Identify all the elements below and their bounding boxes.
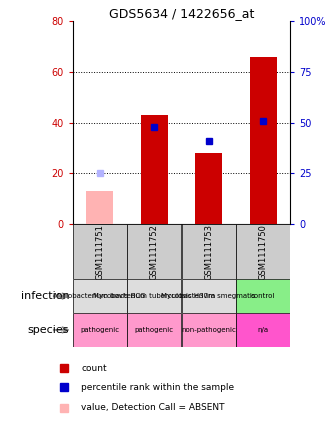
Text: value, Detection Call = ABSENT: value, Detection Call = ABSENT	[81, 403, 225, 412]
Text: species: species	[28, 325, 69, 335]
Text: pathogenic: pathogenic	[135, 327, 174, 333]
Bar	[182, 313, 236, 347]
Text: count: count	[81, 363, 107, 373]
Bar	[236, 224, 290, 279]
Text: pathogenic: pathogenic	[80, 327, 119, 333]
Text: GSM1111752: GSM1111752	[150, 224, 159, 280]
Bar	[73, 224, 127, 279]
Bar	[127, 313, 182, 347]
Bar	[182, 279, 236, 313]
Text: Mycobacterium tuberculosis H37ra: Mycobacterium tuberculosis H37ra	[93, 293, 215, 299]
Bar	[73, 313, 127, 347]
Title: GDS5634 / 1422656_at: GDS5634 / 1422656_at	[109, 7, 254, 20]
Bar	[236, 313, 290, 347]
Bar	[73, 279, 127, 313]
Text: control: control	[251, 293, 275, 299]
Bar	[127, 279, 182, 313]
Text: n/a: n/a	[258, 327, 269, 333]
Text: infection: infection	[21, 291, 69, 301]
Bar	[141, 115, 168, 224]
Text: GSM1111750: GSM1111750	[259, 224, 268, 280]
Bar	[249, 57, 277, 224]
Text: percentile rank within the sample: percentile rank within the sample	[81, 383, 234, 392]
Bar	[182, 224, 236, 279]
Bar	[86, 191, 114, 224]
Bar	[195, 153, 222, 224]
Text: GSM1111751: GSM1111751	[95, 224, 104, 280]
Bar	[127, 224, 182, 279]
Bar	[236, 279, 290, 313]
Text: GSM1111753: GSM1111753	[204, 224, 213, 280]
Text: Mycobacterium bovis BCG: Mycobacterium bovis BCG	[54, 293, 146, 299]
Text: non-pathogenic: non-pathogenic	[181, 327, 236, 333]
Text: Mycobacterium smegmatis: Mycobacterium smegmatis	[161, 293, 256, 299]
